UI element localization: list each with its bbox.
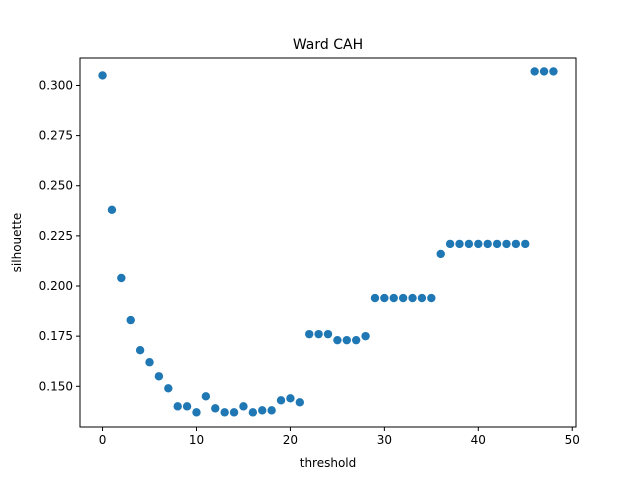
y-axis-ticks: 0.150 0.175 0.200 0.225 0.250 0.275 0.300 [39,78,80,393]
data-point [295,398,305,407]
data-point [239,402,248,411]
data-point [323,329,333,339]
x-tick-label: 40 [471,433,486,447]
data-point [126,315,135,325]
data-point [333,335,342,345]
y-tick-label: 0.250 [39,179,73,193]
data-point [398,293,408,303]
data-point [135,345,145,355]
data-point [530,67,539,76]
data-point [380,293,389,303]
data-point [492,239,502,249]
data-point [474,239,483,249]
data-point [417,293,427,303]
data-point [370,293,380,303]
data-point [483,239,492,249]
data-point [511,239,521,249]
data-point [107,205,117,215]
data-point [201,392,211,401]
plot-frame [79,57,577,428]
y-tick-label: 0.275 [39,129,73,143]
data-point [436,249,445,259]
data-point [502,239,511,249]
data-point [549,67,558,76]
data-point [276,396,286,405]
data-point [248,408,258,417]
y-tick-label: 0.200 [39,279,73,293]
x-tick-label: 50 [565,433,580,447]
data-point [286,394,295,403]
x-tick-label: 30 [377,433,392,447]
data-point [267,406,276,415]
data-point [464,239,474,249]
y-tick-label: 0.225 [39,229,73,243]
y-axis-label: silhouette [10,213,24,273]
x-axis-ticks: 0 10 20 30 40 50 [99,427,580,447]
data-point [164,384,173,393]
data-point [427,293,436,303]
data-point [229,408,239,417]
data-point [173,402,182,411]
data-point [305,329,314,339]
x-tick-label: 10 [189,433,204,447]
x-axis-label: threshold [300,456,357,470]
data-points [98,67,558,417]
data-point [342,335,351,345]
y-tick-label: 0.300 [39,78,73,92]
data-point [117,273,126,283]
data-point [220,408,229,417]
data-point [445,239,455,249]
data-point [455,239,464,249]
x-tick-label: 20 [283,433,298,447]
data-point [258,406,267,415]
data-point [351,335,361,345]
data-point [182,402,192,411]
data-point [145,358,154,367]
data-point [539,67,549,76]
data-point [154,372,164,381]
data-point [521,239,530,249]
data-point [211,404,220,413]
data-point [98,71,107,80]
data-point [389,293,398,303]
data-point [314,329,323,339]
chart-title: Ward CAH [293,37,363,53]
data-point [361,331,370,341]
data-point [408,293,417,303]
x-tick-label: 0 [99,433,107,447]
data-point [192,408,201,417]
y-tick-label: 0.175 [39,329,73,343]
y-tick-label: 0.150 [39,379,73,393]
